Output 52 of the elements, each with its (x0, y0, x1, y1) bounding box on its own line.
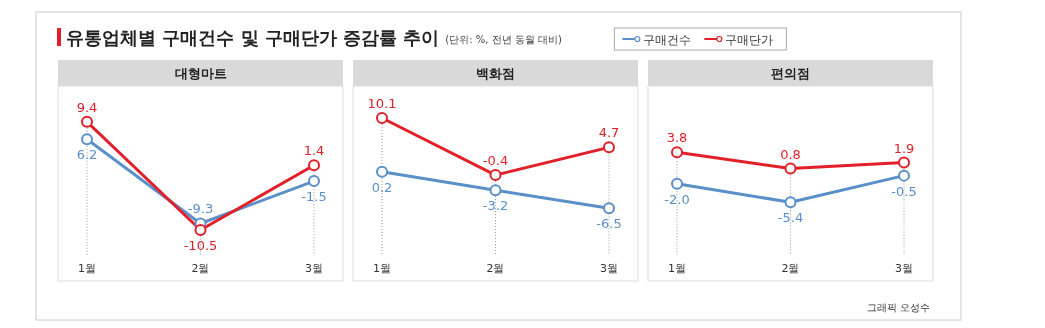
text: 그래픽 오성수 (866, 302, 930, 313)
data-label: 1.9 (893, 140, 915, 156)
point (671, 177, 683, 190)
data-label: 6.2 (76, 147, 98, 163)
x-tick-label: 3월 (600, 262, 618, 275)
data-label: -9.3 (187, 201, 214, 217)
point (898, 156, 910, 169)
data-label: 9.4 (76, 99, 98, 115)
point (898, 169, 910, 182)
x-tick-label: 1월 (373, 262, 391, 275)
x-tick-label: 3월 (895, 262, 913, 275)
point (671, 146, 683, 159)
point (489, 169, 502, 182)
data-label: -0.5 (891, 183, 917, 199)
point (308, 159, 320, 172)
text: (단위: %, 전년 동월 대비) (445, 34, 563, 45)
point (784, 162, 797, 175)
data-label: -10.5 (183, 238, 218, 253)
data-label: 10.1 (367, 96, 397, 111)
data-label: -0.4 (482, 153, 509, 169)
data-label: -6.5 (596, 216, 622, 232)
data-label: -5.4 (777, 210, 804, 226)
text: 유통업체별 구매건수 및 구매단가 증감률 추이 (66, 27, 440, 48)
data-label: 0.2 (371, 179, 393, 195)
x-tick-label: 1월 (78, 262, 96, 275)
data-label: -1.5 (301, 189, 327, 205)
point (603, 141, 615, 154)
x-tick-label: 2월 (191, 262, 210, 275)
x-tick-label: 2월 (486, 262, 505, 275)
point (194, 224, 207, 236)
x-tick-label: 1월 (668, 262, 686, 275)
data-label: 3.8 (666, 130, 688, 146)
x-tick-label: 3월 (305, 262, 323, 275)
data-label: 1.4 (303, 143, 325, 159)
data-label: 4.7 (598, 125, 620, 141)
chart-title: 백화점 (476, 66, 515, 81)
legend-label: 구매건수 (643, 33, 692, 47)
point (603, 202, 615, 215)
data-label: -2.0 (664, 191, 690, 207)
point (489, 184, 502, 197)
point (308, 175, 320, 188)
data-label: 0.8 (780, 146, 801, 162)
x-tick-label: 2월 (781, 262, 800, 275)
data-label: -3.2 (482, 198, 509, 214)
point (81, 115, 93, 128)
chart-title: 대형마트 (174, 66, 227, 81)
legend-label: 구매단가 (725, 33, 774, 47)
point (784, 196, 797, 209)
chart-title: 편의점 (771, 66, 810, 81)
point (376, 112, 388, 124)
point (81, 133, 93, 146)
point (376, 165, 388, 178)
